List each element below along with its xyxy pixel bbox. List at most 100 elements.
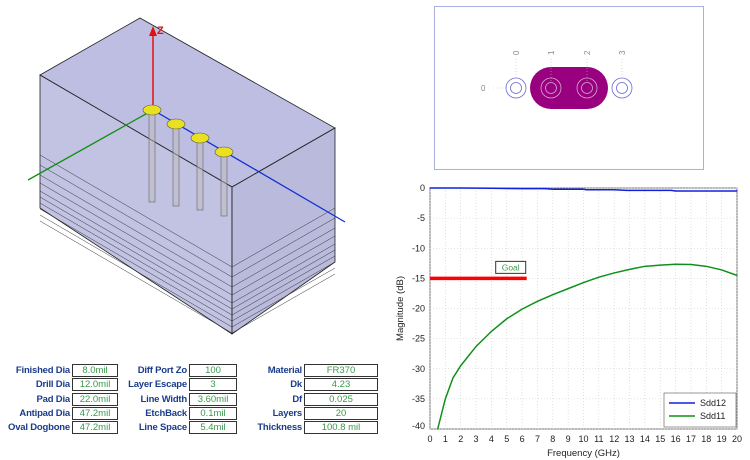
param-label: EtchBack bbox=[145, 407, 187, 419]
data-point bbox=[490, 330, 492, 332]
oval-dogbone bbox=[530, 67, 608, 109]
data-point bbox=[644, 265, 646, 267]
x-tick-label: 19 bbox=[717, 434, 727, 444]
data-point bbox=[613, 272, 615, 274]
param-value-field[interactable]: 20 bbox=[304, 406, 378, 420]
col-label: 2 bbox=[583, 50, 592, 55]
y-tick-label: -35 bbox=[412, 394, 425, 404]
param-label: Pad Dia bbox=[36, 393, 71, 405]
data-point bbox=[582, 281, 585, 284]
axis-z-label: Z bbox=[157, 25, 164, 37]
stackup-box bbox=[39, 17, 336, 335]
goal-label-box bbox=[495, 260, 527, 274]
x-tick-label: 12 bbox=[609, 434, 619, 444]
y-tick-label: -20 bbox=[412, 304, 425, 314]
data-point bbox=[452, 377, 454, 379]
x-tick-label: 15 bbox=[655, 434, 665, 444]
data-point bbox=[460, 365, 462, 367]
param-label: Line Space bbox=[138, 422, 187, 434]
param-label: Oval Dogbone bbox=[8, 422, 70, 434]
via-top-view: 0 1 2 3 0 bbox=[434, 6, 704, 170]
data-point bbox=[552, 294, 554, 296]
param-label: Layers bbox=[272, 407, 303, 419]
data-point bbox=[582, 188, 585, 190]
sparameter-chart: 0 1 2 3 4 5 6 7 8 9 10 11 12 13 14 15 16 17 18 19 200-5-10-1… bbox=[395, 183, 742, 459]
y-tick-label: 0 bbox=[420, 183, 425, 193]
data-point bbox=[429, 187, 431, 189]
y-axis-label: Magnitude (dB) bbox=[395, 276, 406, 341]
data-point bbox=[675, 263, 677, 265]
x-tick-label: 0 bbox=[427, 434, 432, 444]
param-label: Dk bbox=[290, 379, 302, 391]
param-value-field[interactable]: 3 bbox=[189, 378, 237, 392]
param-value-field[interactable]: 5.4mil bbox=[189, 421, 237, 435]
param-label: Antipad Dia bbox=[19, 407, 70, 419]
param-label: Line Width bbox=[140, 393, 188, 405]
param-label: Finished Dia bbox=[15, 365, 70, 376]
param-value-field[interactable]: 100.8 mil bbox=[304, 421, 378, 435]
col-label: 3 bbox=[618, 50, 627, 55]
axis-x bbox=[152, 109, 346, 223]
data-point bbox=[567, 288, 569, 290]
param-value-field[interactable]: 22.0mil bbox=[72, 392, 118, 406]
data-point bbox=[490, 187, 492, 189]
x-tick-label: 3 bbox=[474, 434, 479, 444]
param-value-field[interactable]: 4.23 bbox=[304, 378, 378, 392]
y-tick-label: -5 bbox=[417, 213, 425, 223]
param-label: Material bbox=[267, 365, 303, 376]
data-point bbox=[444, 398, 446, 400]
param-label: Drill Dia bbox=[35, 379, 70, 391]
x-tick-label: 1 bbox=[443, 434, 448, 444]
y-tick-label: -25 bbox=[412, 334, 425, 344]
param-value-field[interactable]: 100 bbox=[189, 364, 237, 377]
param-value-field[interactable]: 3.60mil bbox=[189, 392, 237, 406]
axis-y bbox=[27, 109, 154, 181]
param-value-field[interactable]: 8.0mil bbox=[72, 364, 118, 377]
col-label: 1 bbox=[547, 50, 556, 55]
3d-model-view[interactable]: Z bbox=[0, 0, 380, 355]
x-tick-label: 6 bbox=[520, 434, 525, 444]
param-value-field[interactable]: 47.2mil bbox=[72, 421, 118, 435]
legend-entry: Sdd11 bbox=[700, 411, 725, 421]
data-point bbox=[675, 190, 677, 192]
data-point bbox=[437, 428, 439, 430]
x-tick-label: 10 bbox=[578, 434, 588, 444]
data-point bbox=[690, 263, 692, 266]
data-point bbox=[721, 269, 723, 271]
data-point bbox=[644, 189, 646, 192]
x-tick-label: 5 bbox=[504, 434, 509, 444]
legend-entry: Sdd12 bbox=[700, 398, 726, 408]
data-point bbox=[475, 345, 477, 348]
data-point bbox=[625, 189, 628, 192]
stackup-layers bbox=[39, 154, 336, 334]
x-tick-label: 18 bbox=[701, 434, 711, 444]
x-tick-label: 4 bbox=[489, 434, 494, 444]
x-tick-label: 9 bbox=[566, 434, 571, 444]
data-point bbox=[736, 190, 738, 192]
data-point bbox=[613, 189, 615, 191]
legend bbox=[663, 392, 737, 428]
param-value-field[interactable]: 12.0mil bbox=[72, 378, 118, 392]
data-point bbox=[670, 189, 672, 192]
param-value-field[interactable]: 0.025 bbox=[304, 392, 378, 406]
param-label: Thickness bbox=[257, 422, 302, 434]
data-point bbox=[544, 188, 546, 190]
param-label: Diff Port Zo bbox=[137, 365, 188, 376]
x-tick-label: 7 bbox=[535, 434, 540, 444]
data-point bbox=[705, 190, 707, 192]
x-tick-label: 16 bbox=[671, 434, 681, 444]
data-point bbox=[521, 188, 523, 190]
data-point bbox=[705, 265, 707, 267]
goal-label: Goal bbox=[502, 262, 520, 272]
param-value-field[interactable]: FR370 bbox=[304, 364, 378, 377]
param-value-field[interactable]: 47.2mil bbox=[72, 406, 118, 420]
param-label: Df bbox=[292, 393, 302, 405]
y-tick-label: -30 bbox=[412, 364, 425, 374]
data-point bbox=[736, 274, 738, 276]
data-point bbox=[585, 189, 588, 191]
param-label: Layer Escape bbox=[128, 379, 187, 391]
data-point bbox=[506, 318, 508, 320]
data-point bbox=[460, 187, 462, 189]
param-value-field[interactable]: 0.1mil bbox=[189, 406, 237, 420]
y-tick-label: -40 bbox=[412, 421, 425, 431]
